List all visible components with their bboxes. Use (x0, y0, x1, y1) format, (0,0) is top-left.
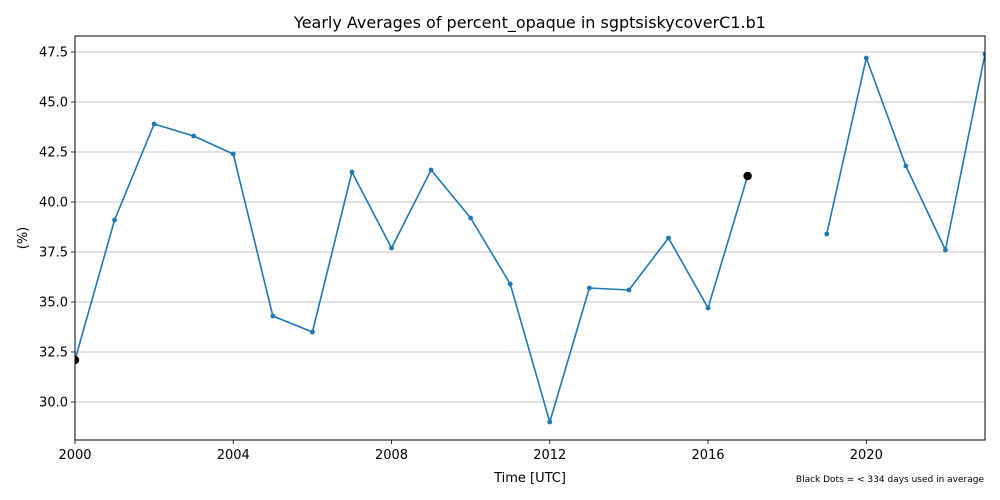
plot-frame (74, 35, 986, 441)
x-tick-label: 2004 (217, 448, 250, 463)
y-tick-label: 37.5 (39, 246, 68, 261)
data-point (943, 247, 948, 253)
y-tick-label: 32.5 (39, 346, 68, 361)
data-point (626, 287, 632, 293)
data-point (666, 235, 671, 241)
y-tick-label: 42.5 (39, 146, 68, 161)
data-point (705, 305, 711, 311)
y-tick-label: 40.0 (39, 196, 68, 211)
data-point (112, 217, 117, 223)
data-point (586, 285, 592, 291)
series-layer (75, 51, 985, 425)
x-axis-label: Time [UTC] (493, 471, 566, 486)
x-tick-label: 2008 (375, 448, 408, 463)
x-tick-label: 2012 (533, 448, 566, 463)
data-point (982, 51, 985, 57)
y-axis-label: (%) (16, 227, 31, 250)
x-axis: 2000 2004 2008 2012 2016 2020 (58, 440, 883, 463)
gridlines (75, 51, 985, 403)
data-point (389, 245, 394, 251)
data-point (230, 151, 236, 157)
y-tick-label: 35.0 (39, 296, 68, 311)
data-point (151, 121, 157, 127)
data-point (270, 313, 276, 319)
x-tick-label: 2020 (850, 448, 883, 463)
partial-data-point (743, 171, 752, 181)
data-point (863, 55, 869, 61)
data-point (824, 231, 830, 237)
data-point (428, 167, 434, 173)
y-tick-label: 47.5 (39, 46, 68, 61)
data-point (191, 133, 197, 139)
partial-data-point (75, 355, 80, 365)
data-point (903, 163, 909, 169)
chart-title: Yearly Averages of percent_opaque in sgp… (293, 13, 766, 33)
series-line (75, 123, 749, 423)
x-tick-label: 2016 (691, 448, 724, 463)
y-axis: 30.0 32.5 35.0 37.5 40.0 42.5 45.0 47.5 (39, 46, 75, 411)
data-point (547, 419, 553, 425)
x-tick-label: 2000 (58, 448, 91, 463)
data-point (507, 281, 513, 287)
y-tick-label: 30.0 (39, 396, 68, 411)
data-point (309, 329, 315, 335)
data-point (349, 169, 355, 175)
partial-data-footnote: Black Dots = < 334 days used in average (796, 475, 985, 485)
y-tick-label: 45.0 (39, 96, 68, 111)
data-point (468, 215, 474, 221)
